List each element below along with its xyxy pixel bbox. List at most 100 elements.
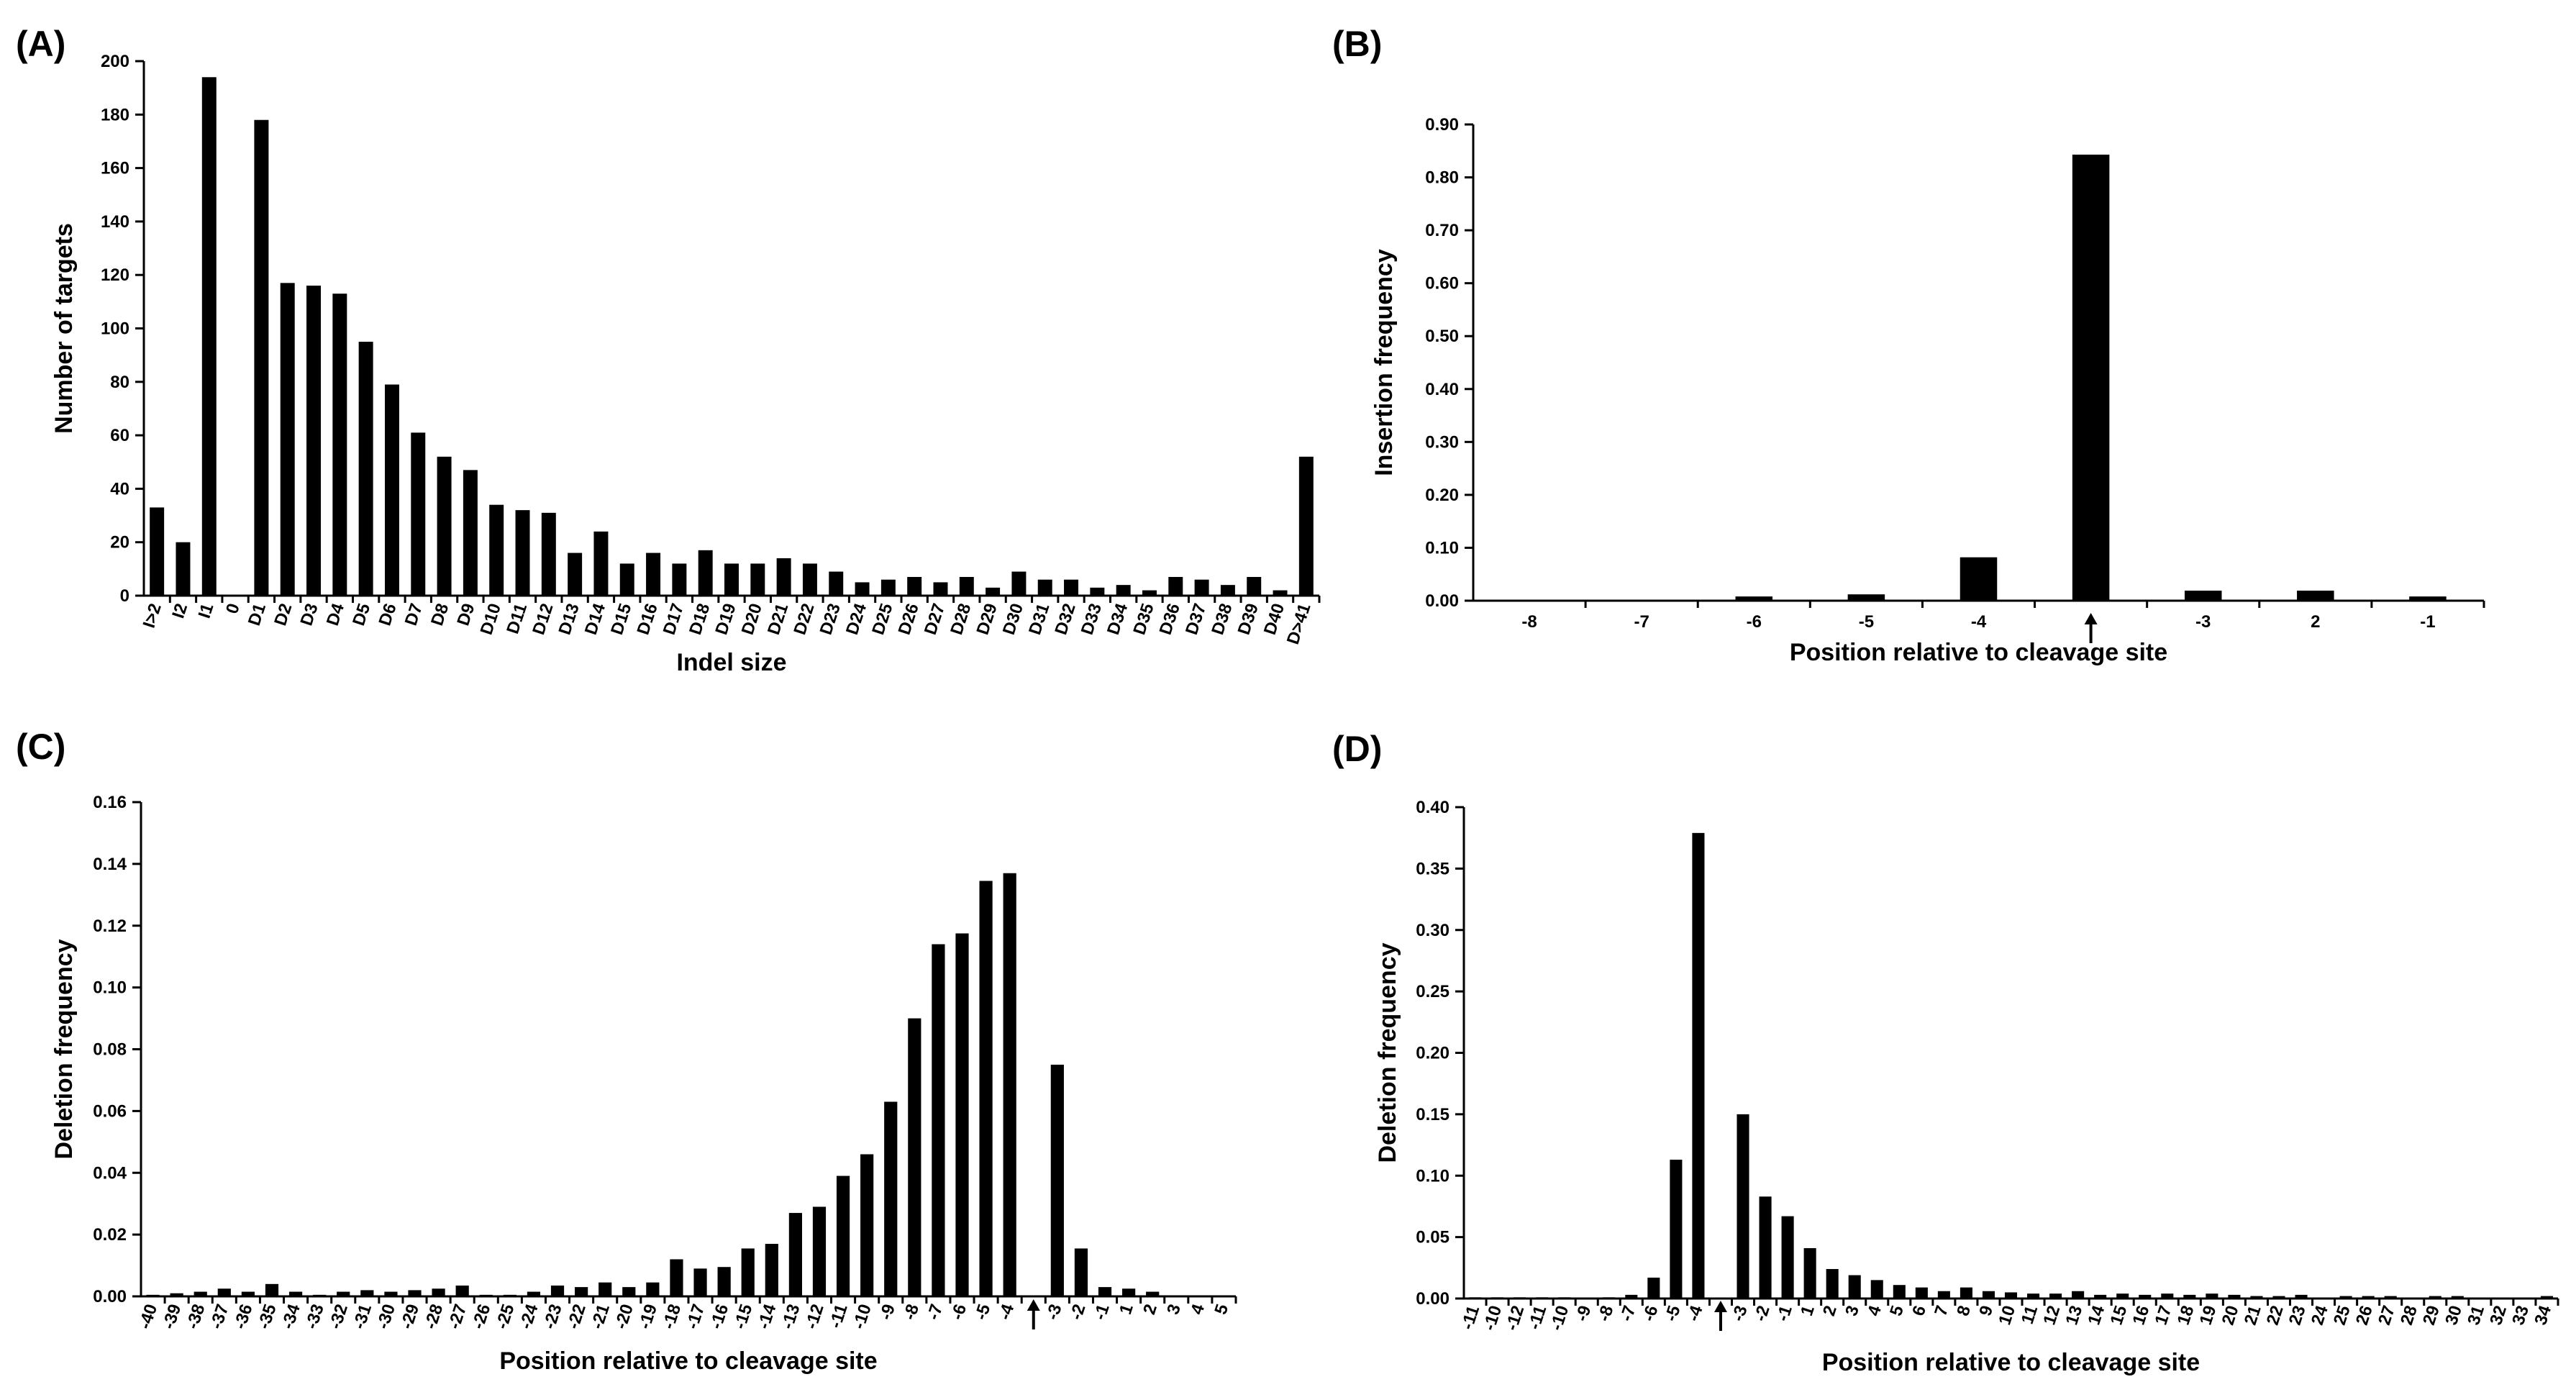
bar <box>2540 1296 2554 1299</box>
x-tick-label: -36 <box>230 1302 256 1332</box>
x-tick-label: D3 <box>297 601 322 629</box>
x-tick-label: 12 <box>2039 1304 2064 1328</box>
x-tick-label: -4 <box>1683 1303 1706 1324</box>
x-tick-label: -2 <box>1066 1302 1089 1323</box>
x-tick-label: D17 <box>660 601 688 637</box>
bar <box>860 1154 874 1296</box>
x-tick-label: 30 <box>2441 1304 2466 1328</box>
bar <box>479 1294 493 1296</box>
x-tick-label: -5 <box>1661 1304 1684 1324</box>
y-axis-title: Deletion frequency <box>50 939 78 1159</box>
bar <box>358 342 373 596</box>
y-tick-label: 0.15 <box>1416 1105 1449 1124</box>
x-tick-label: -21 <box>588 1302 614 1332</box>
panel-c: (C) 0.00 0.02 0.04 0.06 0.08 0.10 0.12 0.14 0.16 -… <box>16 727 1237 1375</box>
bar <box>646 552 661 596</box>
bar <box>1558 1297 1571 1299</box>
bar <box>550 1285 565 1296</box>
bar <box>2250 1296 2263 1299</box>
bar <box>527 1291 541 1296</box>
x-tick-label: -8 <box>1594 1304 1617 1324</box>
x-tick-label: 33 <box>2508 1304 2533 1328</box>
bar <box>955 933 969 1296</box>
x-tick-label: D38 <box>1208 601 1236 637</box>
bar <box>802 563 817 596</box>
bar <box>880 579 896 596</box>
x-tick-label: -1 <box>1090 1302 1113 1323</box>
y-tick-label: 0.05 <box>1416 1228 1449 1247</box>
bar <box>146 1294 160 1296</box>
y-tick-label: 0.06 <box>93 1101 127 1121</box>
bar <box>1603 1297 1616 1299</box>
x-tick-label: -7 <box>1634 612 1649 632</box>
bar <box>2139 1294 2152 1299</box>
x-tick-label: 28 <box>2397 1304 2421 1328</box>
bar <box>463 470 478 596</box>
x-tick-label: -10 <box>1547 1304 1573 1333</box>
bar <box>1090 587 1105 596</box>
x-tick-label: -30 <box>373 1302 399 1332</box>
x-tick-label: D29 <box>973 601 1001 637</box>
bar <box>2161 1293 2174 1299</box>
x-tick-label: 29 <box>2419 1304 2444 1328</box>
bar <box>265 1283 279 1296</box>
y-tick-label: 0.60 <box>1425 274 1459 294</box>
x-tick-label: I>2 <box>140 601 165 631</box>
bar <box>194 1291 207 1296</box>
bar <box>932 944 945 1296</box>
bar <box>1003 873 1016 1296</box>
bar <box>411 432 426 596</box>
x-tick-label: 9 <box>1975 1304 1997 1319</box>
x-tick-label: D26 <box>895 601 923 637</box>
x-tick-label: 24 <box>2308 1303 2332 1327</box>
bar <box>646 1282 660 1296</box>
y-tick-label: 0.10 <box>1425 538 1459 558</box>
bar <box>1074 1248 1088 1296</box>
x-tick-label: 22 <box>2263 1304 2288 1328</box>
bar <box>1937 1291 1950 1299</box>
bar <box>575 1287 588 1296</box>
x-tick-label: -1 <box>1773 1304 1796 1324</box>
x-tick-label: D27 <box>921 601 949 637</box>
x-tick-label: -10 <box>849 1302 875 1332</box>
x-tick-label: D40 <box>1260 601 1288 637</box>
panel-label: (A) <box>16 24 65 64</box>
bar <box>1273 590 1288 596</box>
bar <box>693 1268 707 1296</box>
bar <box>1692 832 1705 1299</box>
y-tick-label: 0.04 <box>93 1163 127 1183</box>
x-axis-title: Indel size <box>676 649 786 676</box>
bar <box>1982 1291 1995 1299</box>
bar <box>306 286 322 596</box>
bar <box>2409 596 2447 601</box>
bar <box>724 563 739 596</box>
x-tick-label: D25 <box>868 601 896 637</box>
bar <box>1781 1216 1794 1299</box>
bar <box>2206 1293 2218 1299</box>
x-tick-label: 5 <box>1886 1304 1908 1319</box>
bar <box>201 77 217 596</box>
bar <box>2004 1292 2018 1299</box>
x-tick-label: -35 <box>254 1302 280 1332</box>
x-tick-label: -11 <box>826 1302 852 1331</box>
x-tick-label: D36 <box>1156 601 1184 637</box>
y-tick-label: 0.50 <box>1425 327 1459 346</box>
x-tick-label: -6 <box>1639 1304 1662 1324</box>
bar <box>241 1291 255 1296</box>
bar <box>959 576 974 596</box>
x-tick-label: 1 <box>1797 1304 1819 1319</box>
bar <box>2272 1296 2285 1299</box>
x-tick-label: 6 <box>1908 1304 1930 1319</box>
bar <box>2339 1296 2352 1299</box>
x-tick-label: 16 <box>2129 1304 2154 1328</box>
x-tick-label: D8 <box>427 601 452 629</box>
y-tick-label: 0 <box>120 586 129 606</box>
y-tick-label: 0.30 <box>1416 921 1449 940</box>
bar <box>622 1287 636 1296</box>
x-tick-label: 32 <box>2486 1304 2511 1328</box>
x-tick-label: -7 <box>1616 1304 1639 1324</box>
x-tick-label: D11 <box>503 601 531 637</box>
x-tick-label: 20 <box>2218 1304 2243 1328</box>
x-tick-label: 17 <box>2152 1304 2176 1328</box>
bar <box>1847 594 1885 601</box>
